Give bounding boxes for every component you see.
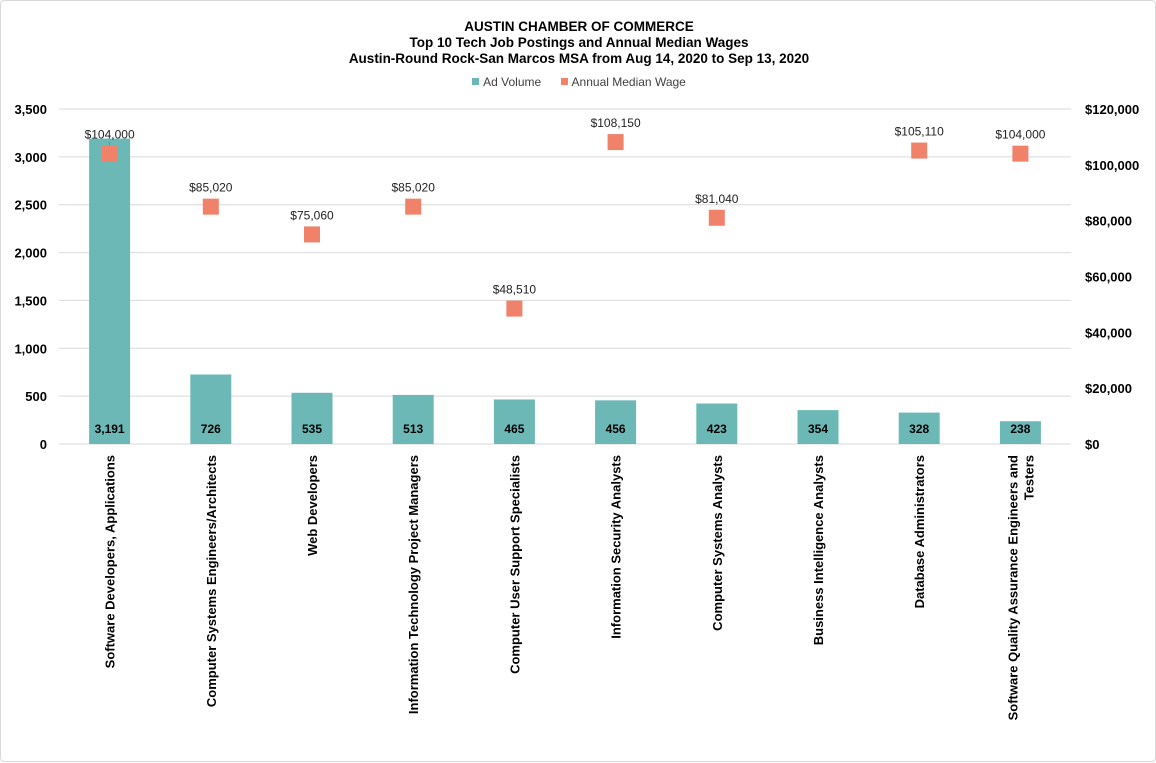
bar-value-label: 3,191 [95, 422, 125, 436]
wage-marker [1012, 145, 1029, 162]
bar-value-label: 456 [606, 422, 626, 436]
category-label: Testers [1021, 455, 1036, 500]
y-left-tick-label: 2,000 [14, 246, 47, 261]
bar-ad-volume [493, 399, 535, 444]
y-right-tick-label: $40,000 [1085, 325, 1132, 340]
wage-value-label: $75,060 [290, 208, 334, 222]
category-label: Computer User Support Specialists [507, 455, 522, 674]
legend-swatch-ad-volume [472, 78, 480, 85]
bar-value-label: 423 [707, 422, 727, 436]
category-label: Software Developers, Applications [103, 455, 118, 668]
bar-ad-volume [696, 403, 738, 444]
category-label: Software Quality Assurance Engineers and [1005, 455, 1020, 720]
bar-ad-volume [291, 392, 333, 444]
bar-ad-volume [898, 412, 940, 444]
legend-label-ad-volume: Ad Volume [483, 75, 542, 89]
bar-ad-volume [392, 394, 434, 444]
category-label: Computer Systems Analysts [710, 455, 725, 631]
category-label: Business Intelligence Analysts [811, 455, 826, 645]
bar-value-label: 328 [909, 422, 929, 436]
bar-ad-volume [190, 374, 232, 444]
y-right-tick-label: $0 [1085, 437, 1099, 452]
chart-title: AUSTIN CHAMBER OF COMMERCE Top 10 Tech J… [1, 19, 1156, 67]
y-left-tick-label: 1,000 [14, 341, 47, 356]
wage-marker [304, 226, 320, 243]
y-left-tick-label: 3,500 [14, 102, 47, 117]
bar-value-label: 535 [302, 422, 322, 436]
y-right-tick-label: $120,000 [1085, 102, 1139, 117]
chart-title-line-1: AUSTIN CHAMBER OF COMMERCE [464, 19, 694, 34]
category-label: Database Administrators [912, 455, 927, 608]
chart-legend: Ad Volume Annual Median Wage [1, 75, 1156, 89]
wage-value-label: $105,110 [895, 125, 944, 139]
wage-value-label: $104,000 [85, 128, 135, 142]
bar-value-label: 465 [504, 422, 524, 436]
y-left-tick-label: 2,500 [14, 198, 47, 213]
bar-value-label: 354 [808, 422, 828, 436]
wage-marker [506, 300, 523, 317]
wage-value-label: $85,020 [392, 181, 436, 195]
legend-label-annual-median-wage: Annual Median Wage [571, 75, 686, 89]
wage-marker [405, 198, 422, 215]
wage-value-label: $108,150 [591, 116, 641, 130]
y-right-tick-label: $80,000 [1085, 214, 1132, 229]
wage-value-label: $104,000 [995, 128, 1045, 142]
bar-value-label: 513 [403, 422, 423, 436]
wage-value-label: $85,020 [189, 181, 233, 195]
legend-swatch-annual-median-wage [560, 78, 568, 85]
wage-marker [708, 209, 725, 226]
y-left-tick-label: 1,500 [14, 293, 47, 308]
y-left-tick-label: 0 [40, 437, 47, 452]
wage-marker [911, 142, 928, 159]
category-label: Information Security Analysts [609, 455, 624, 639]
chart-title-line-2: Top 10 Tech Job Postings and Annual Medi… [409, 35, 749, 50]
category-label: Computer Systems Engineers/Architects [204, 455, 219, 707]
bar-ad-volume [999, 421, 1041, 444]
wage-value-label: $81,040 [695, 192, 739, 206]
legend-item-ad-volume: Ad Volume [472, 75, 541, 89]
y-right-tick-label: $60,000 [1085, 270, 1132, 285]
category-label: Information Technology Project Managers [406, 455, 421, 714]
y-right-tick-label: $100,000 [1085, 158, 1139, 173]
legend-item-annual-median-wage: Annual Median Wage [560, 75, 686, 89]
chart-title-line-3: Austin-Round Rock-San Marcos MSA from Au… [348, 51, 810, 66]
wage-marker [607, 134, 624, 151]
bar-value-label: 726 [201, 422, 221, 436]
bar-ad-volume [595, 400, 637, 444]
wage-value-label: $48,510 [493, 283, 537, 297]
wage-marker [202, 198, 219, 215]
bar-value-label: 238 [1010, 422, 1030, 436]
bar-ad-volume [797, 410, 839, 444]
wage-marker [101, 145, 118, 162]
y-left-tick-label: 3,000 [14, 150, 47, 165]
bar-ad-volume [89, 138, 131, 444]
y-right-tick-label: $20,000 [1085, 381, 1132, 396]
y-left-tick-label: 500 [25, 389, 47, 404]
category-label: Web Developers [305, 455, 320, 556]
